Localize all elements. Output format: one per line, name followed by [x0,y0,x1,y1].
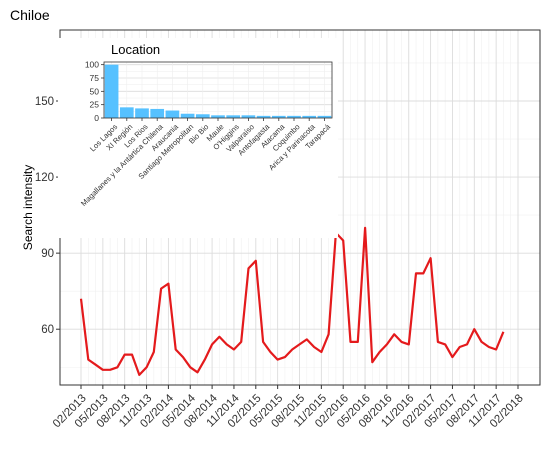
series-line [79,226,505,376]
inset-bar [165,110,180,118]
inset-bar [150,108,165,118]
inset-y-tick-label: 0 [94,113,99,123]
chart-title: Chiloe [10,7,50,23]
y-tick-label: 90 [41,248,54,260]
inset-bar [302,115,317,118]
y-axis-title: Search intensity [21,165,35,250]
inset-title: Location [111,42,160,57]
y-tick-label: 60 [41,324,54,336]
inset-y-tick-label: 25 [90,100,100,110]
inset-bar [211,115,225,118]
inset-y-tick-label: 75 [90,73,100,83]
inset-bar [241,115,256,118]
y-tick-label: 150 [35,96,54,108]
inset-bar [119,107,134,118]
inset-bar [180,113,195,118]
y-tick-label: 120 [35,172,54,184]
inset-y-tick-label: 100 [85,60,99,70]
inset-bar [195,114,210,118]
inset-bar [287,115,301,118]
inset-bar [271,115,286,118]
inset-bar [135,108,149,118]
inset-bar [256,115,271,118]
inset-bar [104,64,119,118]
inset-bar [317,115,332,118]
inset-bar [226,115,241,118]
inset-y-tick-label: 50 [90,86,100,96]
